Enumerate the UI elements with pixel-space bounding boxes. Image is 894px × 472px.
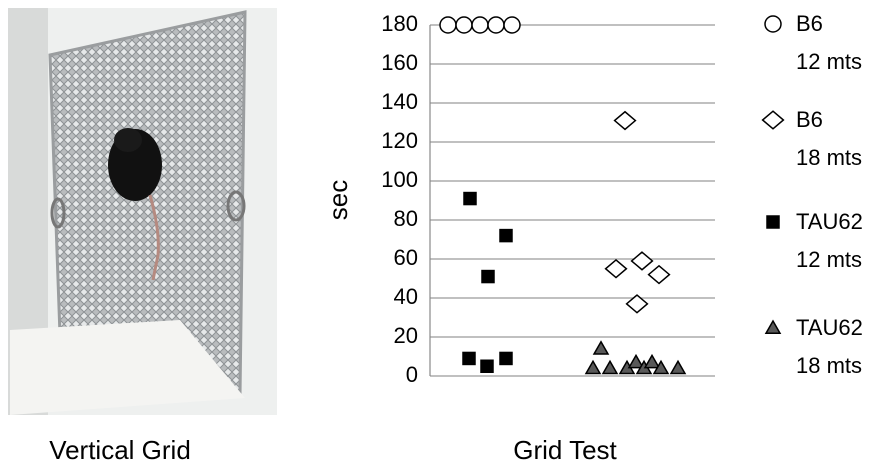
point [627, 353, 645, 369]
point [487, 16, 505, 34]
point [455, 16, 473, 34]
point [439, 16, 457, 34]
y-tick-label: 120 [381, 128, 418, 153]
photo-caption: Vertical Grid [49, 435, 191, 465]
point [652, 359, 670, 375]
point [499, 351, 513, 366]
legend-marker [761, 110, 785, 130]
y-tick-label: 40 [394, 284, 418, 309]
point [669, 359, 687, 375]
x-axis-label: Grid Test [513, 435, 617, 465]
y-tick-label: 0 [406, 362, 418, 387]
point [463, 191, 477, 206]
point [499, 228, 513, 243]
y-tick-label: 180 [381, 11, 418, 36]
y-axis-label: sec [323, 180, 353, 220]
y-tick-label: 160 [381, 50, 418, 75]
y-tick-label: 140 [381, 89, 418, 114]
y-tick-label: 100 [381, 167, 418, 192]
point [584, 359, 602, 375]
photo [8, 8, 277, 415]
point [625, 294, 649, 314]
legend-label: B6 12 mts [796, 11, 863, 74]
point [613, 110, 637, 131]
point [481, 269, 495, 284]
legend-marker [764, 15, 782, 33]
legend-label: TAU62 12 mts [796, 209, 863, 272]
point [480, 359, 494, 373]
y-tick-label: 20 [394, 323, 418, 348]
point [471, 16, 489, 34]
point [592, 340, 610, 355]
point [462, 351, 476, 366]
point [647, 264, 671, 285]
legend-label: B6 18 mts [796, 107, 863, 170]
point [601, 359, 619, 375]
point [630, 251, 654, 271]
legend-label: TAU62 18 mts [796, 315, 863, 378]
point [643, 353, 661, 369]
legend-marker [766, 215, 780, 229]
legend-marker [764, 319, 782, 334]
point [604, 258, 628, 279]
y-tick-label: 80 [394, 206, 418, 231]
point [503, 16, 521, 34]
y-tick-label: 60 [394, 245, 418, 270]
